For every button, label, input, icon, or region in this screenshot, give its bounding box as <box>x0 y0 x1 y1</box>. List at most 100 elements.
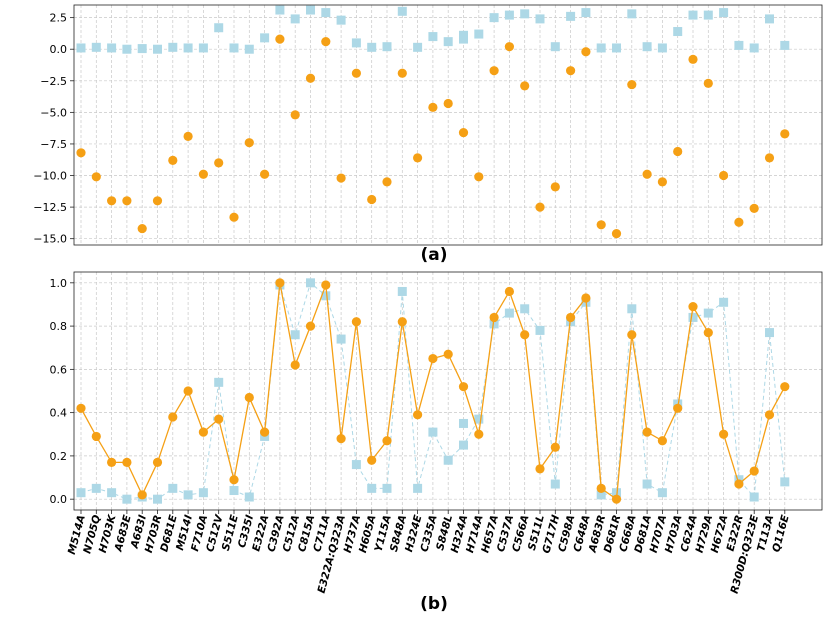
panel-b-series-orange-point <box>107 457 117 467</box>
panel-a-series-light-blue-point <box>336 15 346 25</box>
panel-a-series-light-blue-point <box>535 14 545 24</box>
panel-b-series-light-blue-point <box>336 334 346 344</box>
panel-a-series-light-blue-point <box>91 42 101 52</box>
panel-a-series-orange-point <box>122 196 132 206</box>
panel-a-series-light-blue-point <box>122 44 132 54</box>
panel-b-series-orange-point <box>351 317 361 327</box>
panel-a-series-orange-point <box>413 153 423 163</box>
panel-a-series-orange-point <box>504 42 514 52</box>
panel-b-series-light-blue-point <box>688 312 698 322</box>
panel-a-series-orange-point <box>91 172 101 182</box>
panel-a-series-light-blue-point <box>198 43 208 53</box>
panel-b-series-light-blue-point <box>657 488 667 498</box>
panel-a-series-light-blue-point <box>443 37 453 47</box>
panel-a-series-orange-point <box>581 47 591 57</box>
panel-b-series-light-blue-point <box>749 492 759 502</box>
panel-a-frame <box>73 4 823 246</box>
panel-b-series-orange-point <box>780 382 790 392</box>
panel-b-series-orange-point <box>749 466 759 476</box>
panel-a-series-light-blue-point <box>520 9 530 19</box>
panel-b-series-orange-point <box>443 349 453 359</box>
panel-b-series-orange-point <box>137 490 147 500</box>
panel-a-series-orange-point <box>749 203 759 213</box>
panel-a-series-light-blue-point <box>566 11 576 21</box>
panel-a-series-orange-point <box>397 68 407 78</box>
panel-a-series-light-blue-point <box>734 40 744 50</box>
panel-a-ytick-label: −10.0 <box>33 170 67 183</box>
panel-a-series-orange-point <box>734 217 744 227</box>
panel-a-ytick-label: −15.0 <box>33 233 67 246</box>
panel-a-series-orange-point <box>183 131 193 141</box>
panel-a-series-light-blue-point <box>367 42 377 52</box>
panel-a-series-orange-point <box>428 102 438 112</box>
panel-a-series-orange-point <box>566 66 576 76</box>
panel-b-series-orange-point <box>244 392 254 403</box>
panel-a-series-light-blue-point <box>275 5 285 15</box>
panel-a-series-light-blue-point <box>76 43 86 53</box>
panel-b-series-orange-point <box>550 442 560 452</box>
panel-a-series-orange-point <box>107 196 117 206</box>
panel-a-series-orange-point <box>474 172 484 182</box>
panel-b-series-light-blue-point <box>76 488 86 498</box>
panel-b-series-light-blue-point <box>290 330 300 340</box>
panel-b-series-light-blue-point <box>229 486 239 496</box>
panel-b-series-orange-point <box>214 414 224 424</box>
panel-b-series-orange-point <box>91 431 101 442</box>
panel-a-series-light-blue-point <box>306 5 315 15</box>
panel-a-series-light-blue-point <box>627 9 637 19</box>
panel-b-series-light-blue-point <box>780 477 790 487</box>
panel-b-series-orange-point <box>76 403 86 413</box>
panel-a-series-orange-point <box>458 127 469 138</box>
panel-a-series-light-blue-point <box>703 10 713 20</box>
panel-a-series-orange-point <box>168 155 178 165</box>
panel-a-series-orange-point <box>703 78 713 88</box>
panel-b-series-orange-point <box>566 312 576 323</box>
panel-b-ytick-label: 0.4 <box>50 407 68 420</box>
panel-a-series-light-blue-point <box>612 43 621 53</box>
panel-b-series-light-blue-point <box>107 488 117 498</box>
panel-b-series-light-blue-point <box>382 483 392 493</box>
panel-b-series-orange-point <box>122 457 132 467</box>
panel-b-series-light-blue-point <box>428 427 438 437</box>
panel-b-series-orange-point <box>428 353 438 364</box>
panel-b-series-light-blue-point <box>91 483 101 493</box>
panel-a-series-orange-point <box>780 129 790 139</box>
panel-a-series-orange-point <box>76 148 86 158</box>
panel-b-series-light-blue-point <box>459 418 468 428</box>
x-tick-labels: M514AN705QH703KA683EA683IH703RD681EM514I… <box>66 510 792 595</box>
panel-b-series-light-blue-point <box>489 319 499 329</box>
panel-a-series-light-blue-point <box>719 8 729 18</box>
panel-a-series-orange-point <box>764 153 775 163</box>
panel-b-series-light-blue-point <box>198 488 208 498</box>
panel-b-series-light-blue-point <box>183 490 193 500</box>
panel-b-series-orange-point <box>367 455 377 465</box>
panel-b-series-light-blue-point <box>413 483 423 493</box>
panel-b-series-orange-point <box>627 330 637 340</box>
panel-b-series-light-blue-point <box>306 278 315 288</box>
panel-a-series-orange-point <box>336 173 346 183</box>
panel-a-series-light-blue-point <box>765 14 774 24</box>
panel-a-ytick-label: −7.5 <box>40 138 67 151</box>
panel-a-series-orange-point <box>275 34 285 44</box>
panel-b-series-orange-point <box>198 427 208 437</box>
panel-b-series-light-blue-line <box>80 281 786 500</box>
panel-a-series-light-blue-point <box>489 13 499 23</box>
panel-a-series-orange-point <box>244 138 254 148</box>
panel-b-series-orange-point <box>183 386 193 396</box>
panel-b-series-orange-point <box>673 403 683 413</box>
panel-a-series-orange-point <box>673 146 683 157</box>
panel-b-series-orange-point <box>581 293 591 303</box>
panel-a-series-orange-point <box>321 37 331 47</box>
panel-b-series-light-blue-point <box>214 377 224 387</box>
panel-b-series-light-blue-point <box>122 494 132 504</box>
panel-a-series-light-blue-point <box>749 43 759 53</box>
panel-b-series-orange-point <box>764 410 775 420</box>
panel-b-series-orange-point <box>703 327 713 338</box>
panel-a-series-orange-point <box>229 212 239 222</box>
panel-b-label: (b) <box>420 594 448 614</box>
panel-a-series-light-blue-point <box>229 43 239 53</box>
panel-a-series-light-blue-point <box>244 44 254 54</box>
panel-b-series-orange-point <box>229 475 239 485</box>
panel-a-series-light-blue-point <box>321 8 331 18</box>
panel-b-series-orange-point <box>275 278 285 288</box>
